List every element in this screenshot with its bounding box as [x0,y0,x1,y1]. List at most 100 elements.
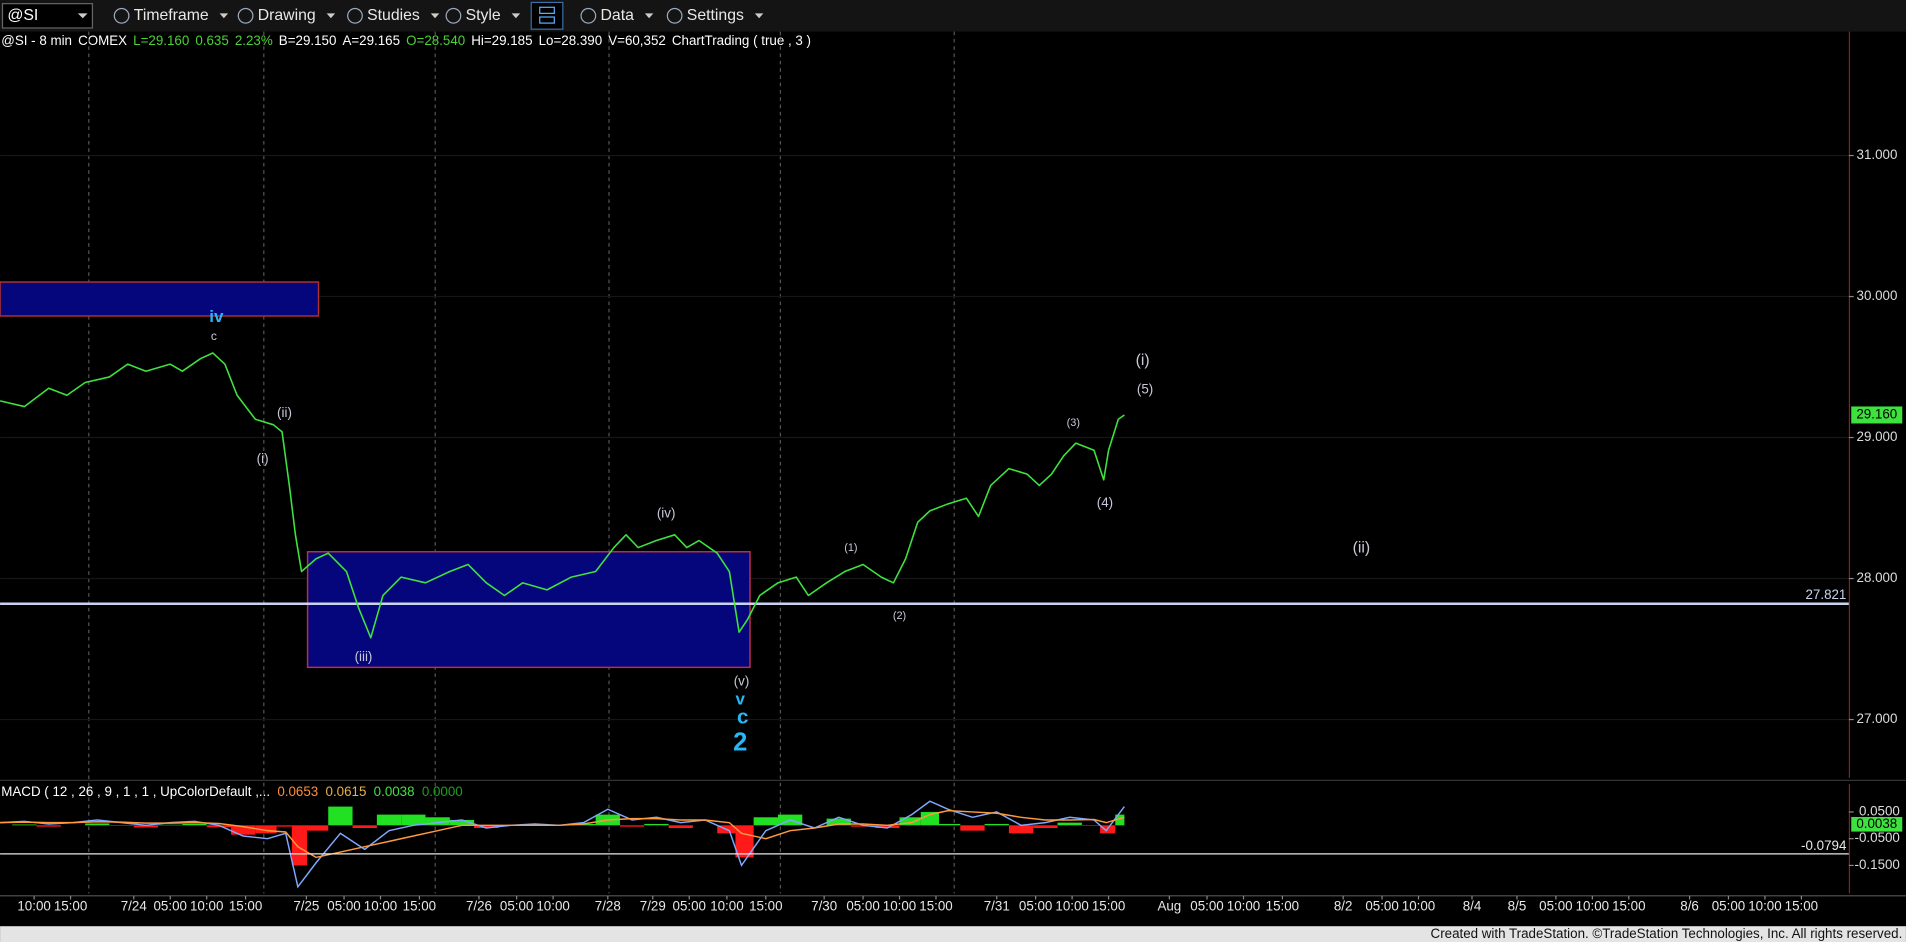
toolbar-icon [445,7,462,24]
support-label: 27.821 [1806,587,1847,602]
toolbar-item[interactable]: Studies [367,7,420,24]
wave-label: (3) [1067,417,1080,429]
wave-label: (i) [257,451,269,466]
x-tick-label: 8/6 [1680,898,1699,913]
histogram-bar [133,825,159,828]
x-tick-label: 10:00 [17,898,50,913]
x-tick-label: 8/5 [1508,898,1527,913]
x-tick-label: 15:00 [749,898,782,913]
x-tick-label: 8/4 [1463,898,1482,913]
x-tick-label: 05:00 [1712,898,1745,913]
x-tick-label: 7/25 [293,898,319,913]
dropdown-arrow [754,13,764,19]
y-tick-label: -0.1500 [1855,857,1900,872]
indicator-readout: 0.0038 [374,784,415,799]
footer-band [0,926,1906,942]
indicator-tag [1851,817,1903,832]
histogram-bar [939,823,961,826]
histogram-bar [36,825,61,827]
histogram-bar [255,825,277,834]
toolbar-item[interactable]: Data [601,7,635,24]
wave-label: (2) [893,610,906,622]
x-tick-label: 10:00 [1055,898,1088,913]
wave-label: iv [209,307,224,326]
wave-label: (ii) [1353,539,1371,556]
wave-label: c [737,706,749,729]
info-item: 2.23% [235,33,273,48]
indicator-tag-label: 0.0038 [1856,816,1897,831]
histogram-bar [753,817,778,826]
layout-icon [539,16,555,24]
toolbar-item[interactable]: Settings [687,7,744,24]
toolbar-item[interactable]: Style [466,7,501,24]
histogram-bar [291,825,307,866]
indicator-line [0,809,1125,859]
x-tick-label: 10:00 [1227,898,1260,913]
x-tick-label: 05:00 [673,898,706,913]
info-item: 0.635 [195,33,228,48]
x-tick-label: 15:00 [229,898,262,913]
x-tick-label: 15:00 [1612,898,1645,913]
x-tick-label: 05:00 [1539,898,1572,913]
histogram-bar [619,825,645,827]
indicator-title: MACD ( 12 , 26 , 9 , 1 , 1 , UpColorDefa… [1,784,270,799]
histogram-bar [735,825,754,858]
info-item: ChartTrading ( true , 3 ) [672,33,811,48]
x-tick-label: 10:00 [1748,898,1781,913]
wave-label: (1) [844,542,857,554]
x-tick-label: 05:00 [154,898,187,913]
x-tick-label: 15:00 [403,898,436,913]
info-item: A=29.165 [342,33,400,48]
toolbar-items: Timeframe Drawing Studies Style Data Settings [113,7,764,24]
indicator-readout: 0.0653 [277,784,318,799]
wave-label: v [736,690,746,709]
x-tick-label: Aug [1157,898,1181,913]
x-tick-label: 05:00 [1365,898,1398,913]
histogram-bar [182,823,207,826]
x-tick-label: 05:00 [846,898,879,913]
x-tick-label: 15:00 [54,898,87,913]
wave-label: (5) [1137,382,1153,397]
x-tick-label: 10:00 [536,898,569,913]
info-item: COMEX [78,33,127,48]
histogram-bar [206,825,232,828]
histogram-bar [328,806,353,826]
info-item: B=29.150 [279,33,337,48]
x-tick-label: 05:00 [327,898,360,913]
histogram-bar [644,823,669,826]
wave-label: 2 [733,729,747,757]
info-item: @SI - 8 min [1,33,72,48]
x-tick-label: 15:00 [919,898,952,913]
histogram-bar [276,825,292,827]
toolbar-item[interactable]: Drawing [258,7,316,24]
indicator-readout: 0.0000 [422,784,463,799]
toolbar-item[interactable]: Timeframe [134,7,209,24]
dropdown-arrow [644,13,654,19]
symbol-box[interactable] [1,3,94,29]
wave-label: (v) [734,673,750,688]
wave-label: (4) [1097,495,1113,510]
x-tick-label: 10:00 [190,898,223,913]
x-tick-label: 05:00 [500,898,533,913]
layout-icon [539,6,555,14]
x-tick-label: 05:00 [1190,898,1223,913]
info-item: L=29.160 [133,33,189,48]
layout-button[interactable] [530,1,564,30]
toolbar [0,0,1906,32]
histogram-bar [1008,825,1034,834]
symbol-input[interactable]: @SI [7,7,38,24]
indicator-readout: 0.0615 [326,784,367,799]
histogram-bar [960,825,985,831]
histogram-bar [826,818,851,826]
x-tick-label: 15:00 [1266,898,1299,913]
histogram-bar [1033,825,1058,828]
x-tick-label: 7/28 [595,898,621,913]
x-tick-label: 7/31 [984,898,1010,913]
wave-label: (iii) [355,649,373,664]
histogram-bar [158,824,183,826]
y-tick-label: -0.0500 [1855,830,1900,845]
toolbar-icon [347,7,363,24]
wave-label: (ii) [277,405,292,420]
